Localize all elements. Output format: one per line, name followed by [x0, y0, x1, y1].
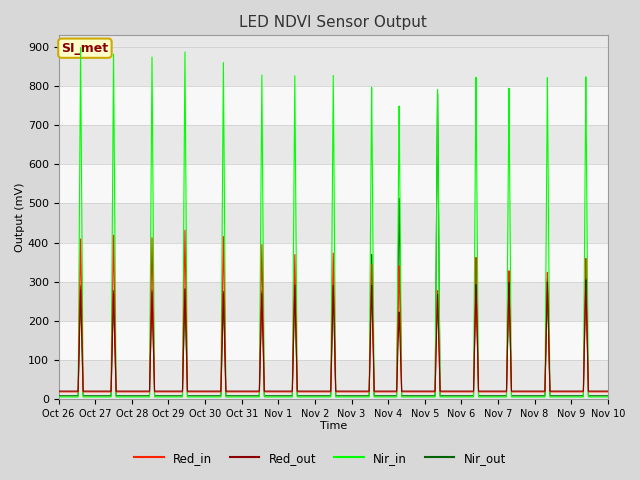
Bar	[59, 164, 608, 204]
Bar	[59, 125, 608, 164]
Bar	[59, 86, 608, 125]
Bar	[59, 36, 608, 47]
X-axis label: Time: Time	[319, 421, 347, 432]
Legend: Red_in, Red_out, Nir_in, Nir_out: Red_in, Red_out, Nir_in, Nir_out	[129, 447, 511, 469]
Bar	[59, 321, 608, 360]
Bar	[59, 242, 608, 282]
Bar	[59, 360, 608, 399]
Text: SI_met: SI_met	[61, 42, 109, 55]
Bar	[59, 204, 608, 242]
Bar	[59, 47, 608, 86]
Bar	[59, 282, 608, 321]
Y-axis label: Output (mV): Output (mV)	[15, 182, 25, 252]
Title: LED NDVI Sensor Output: LED NDVI Sensor Output	[239, 15, 427, 30]
